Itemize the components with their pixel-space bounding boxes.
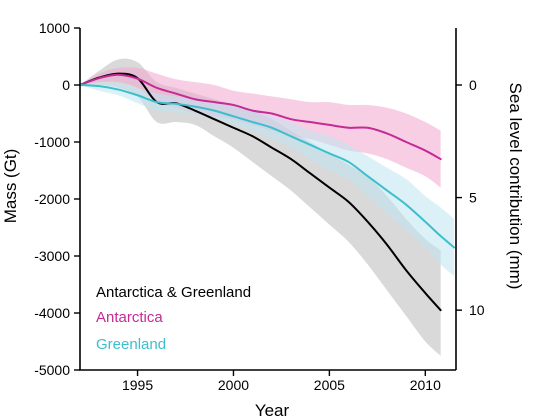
- x-tick-label: 2005: [314, 377, 345, 393]
- x-tick-label: 2000: [218, 377, 249, 393]
- legend-entry-antarctica-greenland: Antarctica & Greenland: [96, 284, 251, 301]
- x-tick-label: 1995: [122, 377, 153, 393]
- y-tick-label: -3000: [34, 248, 70, 264]
- y2-tick-label: 10: [469, 302, 485, 318]
- x-axis-title: Year: [255, 401, 290, 420]
- legend: Antarctica & Greenland Antarctica Greenl…: [96, 284, 251, 353]
- y-tick-label: -5000: [34, 362, 70, 378]
- line-greenland: [79, 84, 456, 249]
- y-axis-ticks: 1000 0 -1000 -2000 -3000 -4000 -5000: [34, 20, 80, 378]
- legend-entry-antarctica: Antarctica: [96, 309, 163, 326]
- y-tick-label: -1000: [34, 134, 70, 150]
- x-tick-label: 2010: [410, 377, 441, 393]
- y2-axis-title: Sea level contribution (mm): [506, 83, 525, 290]
- series-lines: [79, 72, 456, 312]
- y-tick-label: -4000: [34, 305, 70, 321]
- uncertainty-bands: [80, 58, 455, 356]
- line-antarctica: [79, 73, 442, 161]
- y2-tick-label: 0: [469, 77, 477, 93]
- x-axis-ticks: 1995 2000 2005 2010: [122, 370, 441, 393]
- y2-axis-ticks: 0 5 10: [456, 77, 485, 318]
- y-tick-label: 0: [62, 77, 70, 93]
- y-tick-label: -2000: [34, 191, 70, 207]
- y2-tick-label: 5: [469, 190, 477, 206]
- y-tick-label: 1000: [39, 20, 70, 36]
- legend-entry-greenland: Greenland: [96, 336, 166, 353]
- y-axis-title: Mass (Gt): [1, 149, 20, 224]
- band-greenland: [80, 82, 455, 276]
